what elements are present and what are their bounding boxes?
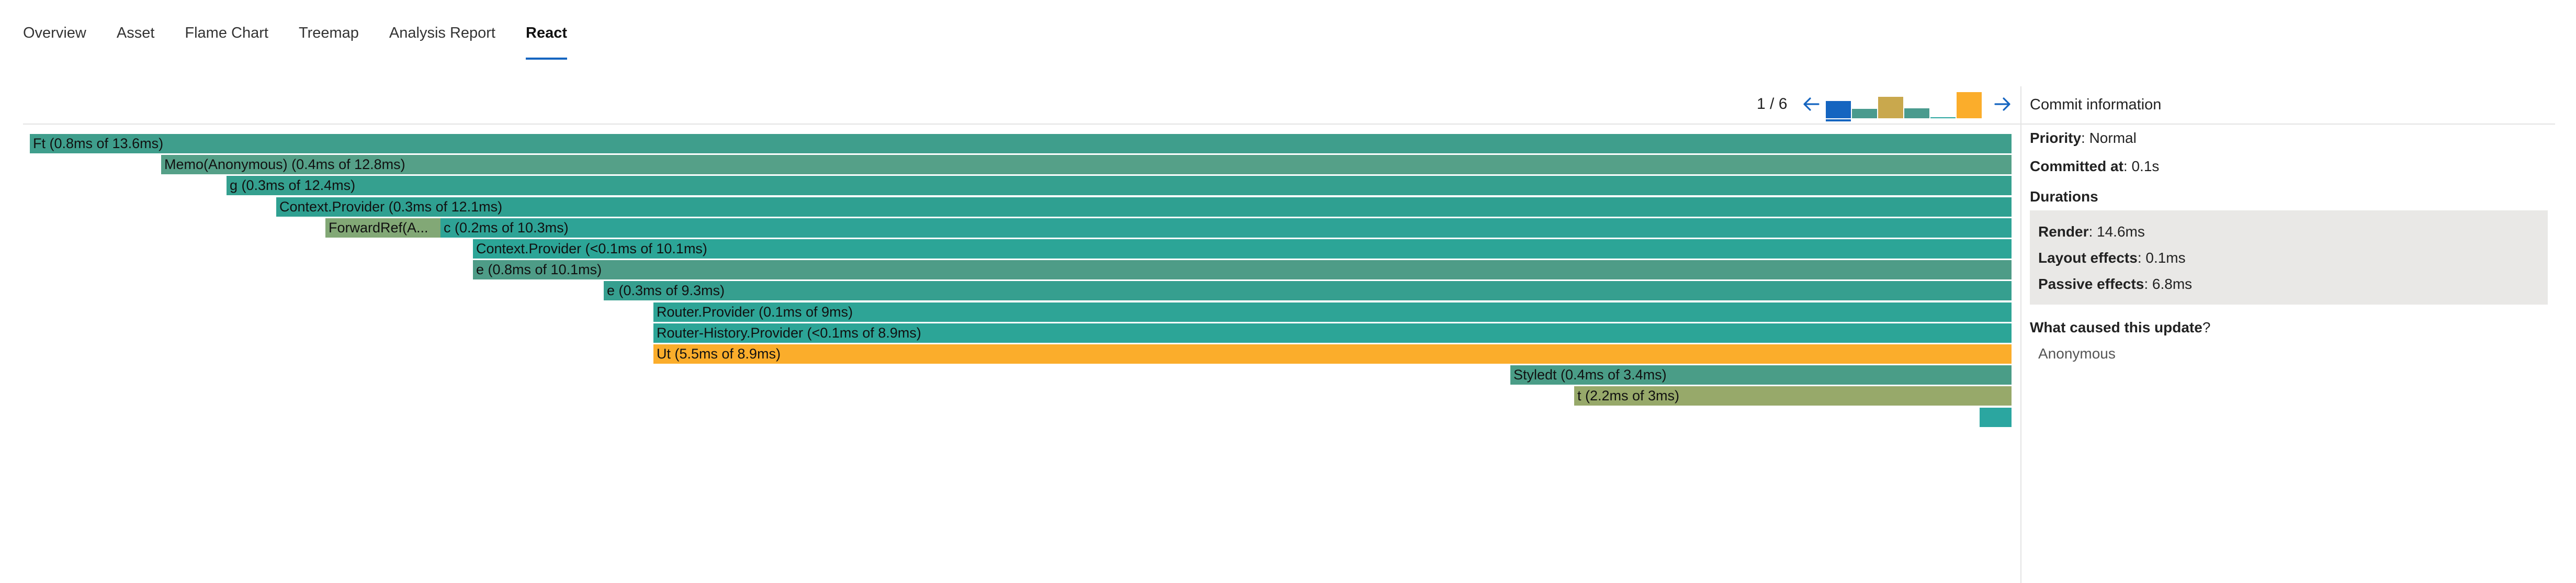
update-cause-heading: What caused this update?: [2030, 319, 2553, 336]
flame-bar[interactable]: [1980, 408, 2012, 427]
commit-bar[interactable]: [1826, 101, 1851, 118]
render-label: Render: [2038, 223, 2089, 240]
header-divider: [23, 124, 2555, 125]
committed-at-value: : 0.1s: [2123, 158, 2160, 174]
flame-bar[interactable]: Styledt (0.4ms of 3.4ms): [1510, 365, 2012, 385]
commit-info-panel: Commit information Priority: Normal Comm…: [2030, 89, 2553, 362]
flame-bar[interactable]: e (0.3ms of 9.3ms): [604, 281, 2012, 300]
tab-asset[interactable]: Asset: [116, 24, 155, 41]
tab-analysis-report[interactable]: Analysis Report: [389, 24, 495, 41]
durations-label: Durations: [2030, 188, 2098, 205]
tab-flame-chart[interactable]: Flame Chart: [185, 24, 268, 41]
tab-overview[interactable]: Overview: [23, 24, 86, 41]
previous-commit-arrow-icon[interactable]: [1802, 96, 1821, 112]
priority-row: Priority: Normal: [2030, 130, 2553, 147]
priority-value: : Normal: [2081, 130, 2137, 146]
tab-react[interactable]: React: [526, 0, 567, 62]
durations-box: Render: 14.6ms Layout effects: 0.1ms Pas…: [2030, 210, 2548, 305]
flame-bar[interactable]: t (2.2ms of 3ms): [1574, 386, 2012, 406]
flame-graph: Ft (0.8ms of 13.6ms) Memo(Anonymous) (0.4…: [30, 134, 2012, 427]
flame-bar[interactable]: c (0.2ms of 10.3ms): [440, 218, 2012, 238]
commit-bar[interactable]: [1930, 117, 1956, 118]
panel-title: Commit information: [2030, 96, 2162, 113]
committed-at-row: Committed at: 0.1s: [2030, 158, 2553, 175]
flame-bar[interactable]: g (0.3ms of 12.4ms): [227, 176, 2012, 195]
panel-divider: [2020, 86, 2021, 583]
committed-at-label: Committed at: [2030, 158, 2123, 174]
flame-bar[interactable]: Context.Provider (0.3ms of 12.1ms): [276, 197, 2012, 217]
flame-bar[interactable]: Memo(Anonymous) (0.4ms of 12.8ms): [161, 155, 2012, 174]
flame-bar[interactable]: ForwardRef(A...: [325, 218, 440, 238]
update-cause-label: What caused this update: [2030, 319, 2202, 335]
tab-bar: Overview Asset Flame Chart Treemap Analy…: [23, 0, 597, 62]
commit-bar[interactable]: [1852, 109, 1877, 118]
layout-effects-value: : 0.1ms: [2137, 250, 2186, 266]
commit-bar[interactable]: [1904, 108, 1929, 118]
priority-label: Priority: [2030, 130, 2082, 146]
commit-selector: [1826, 89, 1983, 121]
render-value: : 14.6ms: [2088, 223, 2145, 240]
flame-bar[interactable]: Ft (0.8ms of 13.6ms): [30, 134, 2012, 153]
passive-effects-label: Passive effects: [2038, 276, 2144, 292]
flame-bar[interactable]: Context.Provider (<0.1ms of 10.1ms): [473, 239, 2012, 259]
next-commit-arrow-icon[interactable]: [1993, 96, 2012, 112]
tab-treemap[interactable]: Treemap: [298, 24, 359, 41]
flame-bar[interactable]: Router-History.Provider (<0.1ms of 8.9ms…: [653, 323, 2012, 343]
passive-effects-value: : 6.8ms: [2144, 276, 2193, 292]
render-duration-row: Render: 14.6ms: [2038, 219, 2548, 245]
flame-bar[interactable]: Router.Provider (0.1ms of 9ms): [653, 302, 2012, 322]
layout-effects-label: Layout effects: [2038, 250, 2138, 266]
selected-commit-indicator: [1826, 119, 1851, 121]
commit-bar[interactable]: [1878, 97, 1903, 118]
commit-navigator: 1 / 6: [1747, 89, 2012, 121]
flame-bar[interactable]: Ut (5.5ms of 8.9ms): [653, 344, 2012, 364]
update-cause-suffix: ?: [2202, 319, 2211, 335]
commit-bar[interactable]: [1957, 92, 1982, 118]
update-cause-component[interactable]: Anonymous: [2038, 345, 2116, 362]
flame-bar[interactable]: e (0.8ms of 10.1ms): [473, 260, 2012, 279]
layout-effects-row: Layout effects: 0.1ms: [2038, 245, 2548, 271]
passive-effects-row: Passive effects: 6.8ms: [2038, 271, 2548, 297]
commit-position: 1 / 6: [1757, 95, 1788, 113]
